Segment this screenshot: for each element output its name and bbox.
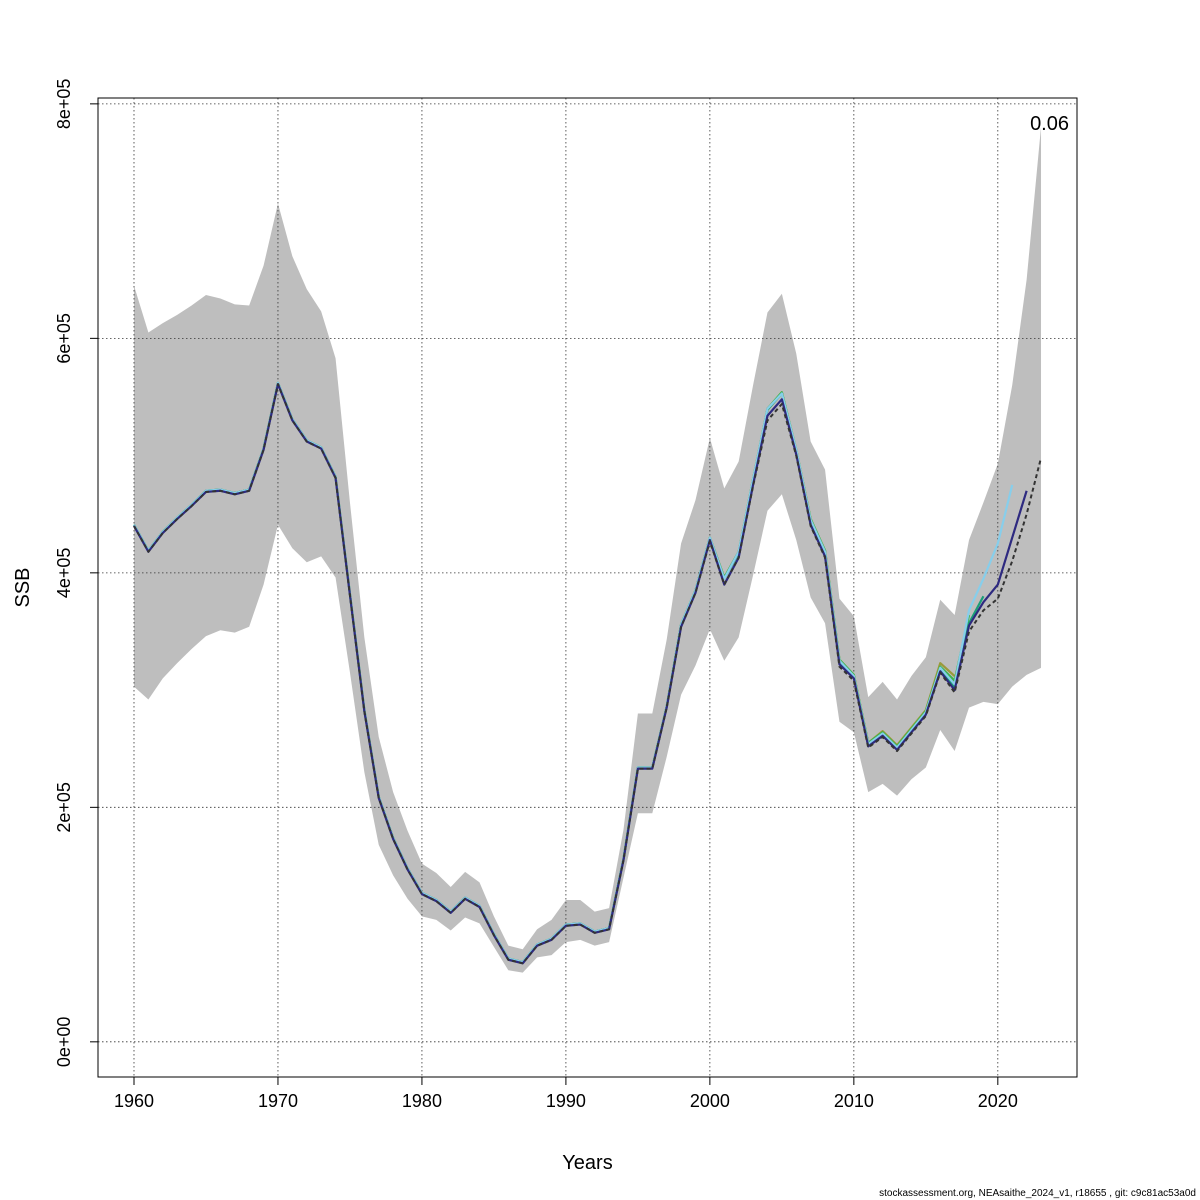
grid bbox=[98, 98, 1077, 1077]
ssb-confidence-band bbox=[133, 127, 1042, 973]
series-line-0 bbox=[133, 383, 1042, 965]
x-axis: 1960 1970 1980 1990 2000 2010 2020 bbox=[114, 1076, 1018, 1111]
x-tick-label: 1970 bbox=[258, 1091, 298, 1111]
x-tick-label: 1980 bbox=[402, 1091, 442, 1111]
x-tick-label: 2020 bbox=[978, 1091, 1018, 1111]
x-tick-label: 2000 bbox=[690, 1091, 730, 1111]
footer-caption: stockassessment.org, NEAsaithe_2024_v1, … bbox=[879, 1188, 1196, 1199]
x-tick-label: 2010 bbox=[834, 1091, 874, 1111]
x-tick-label: 1960 bbox=[114, 1091, 154, 1111]
y-tick-label: 0e+00 bbox=[54, 1017, 74, 1068]
y-axis: 0e+00 2e+05 4e+05 6e+05 8e+05 bbox=[54, 79, 99, 1068]
y-tick-label: 8e+05 bbox=[54, 79, 74, 130]
y-tick-label: 6e+05 bbox=[54, 313, 74, 364]
y-tick-label: 4e+05 bbox=[54, 548, 74, 599]
confidence-band bbox=[133, 127, 1042, 973]
series-lines bbox=[133, 381, 1042, 965]
x-axis-title: Years bbox=[562, 1152, 612, 1174]
y-axis-title: SSB bbox=[12, 567, 34, 607]
x-tick-label: 1990 bbox=[546, 1091, 586, 1111]
y-tick-label: 2e+05 bbox=[54, 782, 74, 833]
mohn-rho-annotation: 0.06 bbox=[1030, 113, 1069, 135]
